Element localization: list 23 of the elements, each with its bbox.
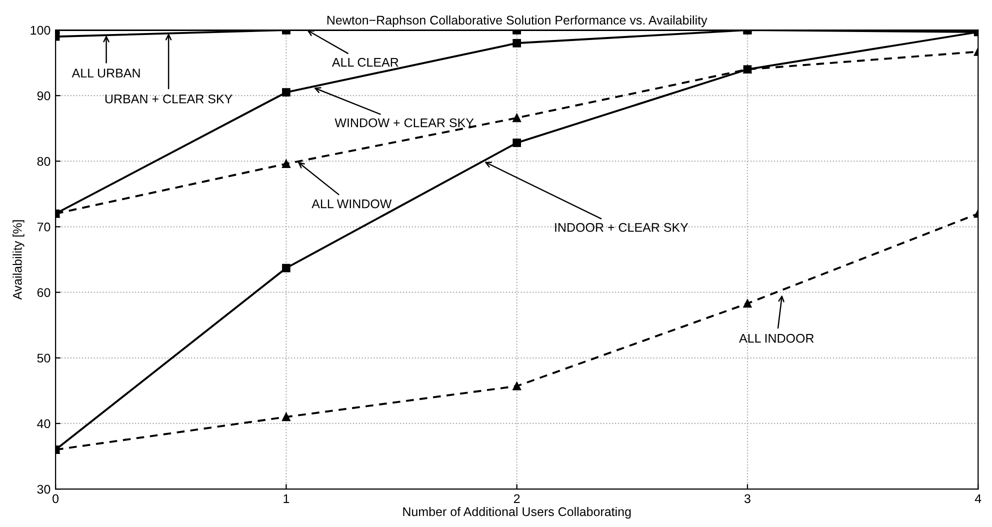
x-tick-label: 1 — [284, 494, 290, 503]
x-tick-label: 4 — [974, 494, 982, 503]
annotation: ALL INDOOR — [739, 334, 814, 343]
y-tick-label: 40 — [37, 419, 50, 428]
annotation: ALL CLEAR — [332, 58, 398, 67]
y-tick-label: 30 — [37, 484, 50, 494]
x-tick-label: 0 — [52, 494, 59, 504]
x-axis-title: Number of Additional Users Collaborating — [403, 506, 631, 519]
chart-title: Newton−Raphson Collaborative Solution Performance vs. Availability — [327, 15, 708, 28]
y-tick-label: 70 — [37, 222, 50, 232]
y-tick-label: 50 — [37, 354, 50, 363]
x-tick-label: 2 — [514, 494, 520, 503]
y-tick-label: 60 — [37, 288, 50, 297]
x-tick-label: 3 — [744, 494, 750, 504]
annotation: ALL WINDOW — [312, 199, 392, 208]
y-axis-title: Availability [%] — [12, 220, 24, 300]
annotation: URBAN + CLEAR SKY — [105, 94, 232, 104]
annotation: INDOOR + CLEAR SKY — [555, 223, 688, 232]
y-tick-label: 90 — [37, 91, 50, 100]
annotation: WINDOW + CLEAR SKY — [334, 118, 474, 128]
y-tick-label: 100 — [30, 26, 50, 35]
y-tick-label: 80 — [37, 156, 50, 166]
annotation: ALL URBAN — [72, 68, 140, 78]
